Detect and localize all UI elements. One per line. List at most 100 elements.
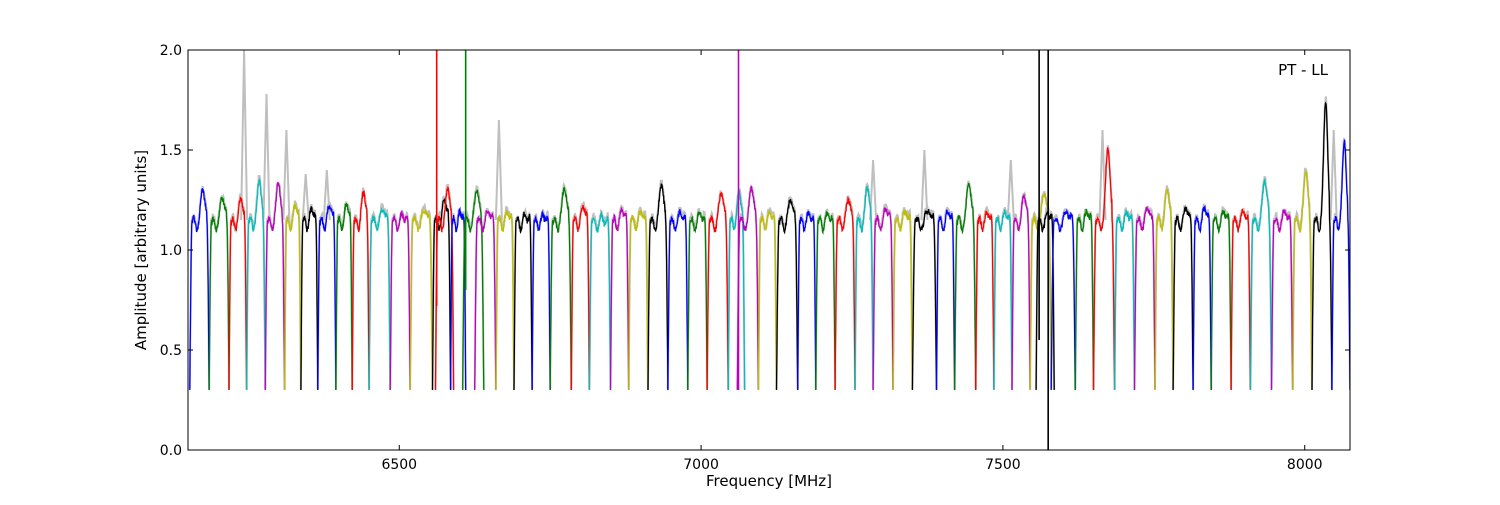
background-trace-12 <box>409 202 434 390</box>
passband-trace-55 <box>1192 205 1212 391</box>
passband-trace-57 <box>1230 209 1252 391</box>
passband-trace-48 <box>1050 208 1076 391</box>
passband-trace-54 <box>1172 206 1194 391</box>
passband-trace-25 <box>628 210 649 391</box>
panel-annotation: PT - LL <box>1278 61 1329 79</box>
background-peak-3 <box>301 173 310 221</box>
background-trace-20 <box>531 209 552 390</box>
passband-trace-31 <box>736 185 760 391</box>
background-trace-41 <box>935 206 956 390</box>
passband-trace-51 <box>1113 210 1136 391</box>
passband-trace-15 <box>449 206 467 391</box>
background-peak-2 <box>282 129 291 221</box>
y-tick-label-2: 1.0 <box>160 243 182 259</box>
background-trace-7 <box>316 201 337 390</box>
background-trace-61 <box>1311 96 1333 390</box>
passband-trace-3 <box>245 177 266 391</box>
passband-trace-44 <box>993 209 1013 391</box>
passband-trace-36 <box>834 196 856 391</box>
y-tick-label-0: 0.0 <box>160 443 182 459</box>
passband-trace-62 <box>1331 139 1350 391</box>
spike-lines <box>435 50 1049 450</box>
background-trace-17 <box>473 207 497 390</box>
passband-trace-52 <box>1133 206 1156 391</box>
y-axis-ticks: 0.0 0.5 1.0 1.5 2.0 <box>160 43 1350 459</box>
x-tick-label-3: 8000 <box>1287 457 1323 473</box>
passband-trace-19 <box>513 211 533 391</box>
x-tick-label-2: 7500 <box>985 457 1021 473</box>
passband-trace-12 <box>409 209 434 391</box>
passband-trace-33 <box>775 198 799 391</box>
background-trace-43 <box>974 206 995 390</box>
background-trace-39 <box>892 206 914 390</box>
background-peak-0 <box>240 50 249 221</box>
background-trace-52 <box>1133 205 1156 390</box>
passband-trace-58 <box>1249 178 1273 391</box>
passband-trace-10 <box>368 207 391 391</box>
x-tick-label-0: 6500 <box>381 457 417 473</box>
background-trace-54 <box>1172 203 1195 390</box>
passband-trace-21 <box>549 186 572 391</box>
background-trace-6 <box>299 204 319 390</box>
passband-trace-27 <box>667 208 689 391</box>
background-peak-10 <box>1329 129 1338 221</box>
background-trace-11 <box>389 210 412 390</box>
passband-trace-49 <box>1074 208 1095 391</box>
passband-trace-35 <box>815 210 836 391</box>
passband-trace-4 <box>264 182 286 391</box>
y-axis-label: Amplitude [arbitrary units] <box>132 150 150 350</box>
background-trace-57 <box>1230 207 1252 390</box>
passband-trace-14 <box>434 186 455 391</box>
passband-trace-20 <box>531 209 551 391</box>
passband-trace-26 <box>647 183 669 391</box>
passband-trace-32 <box>757 210 778 391</box>
background-trace-8 <box>334 201 354 390</box>
background-trace-27 <box>666 206 689 390</box>
passband-trace-17 <box>474 210 497 391</box>
background-trace-38 <box>872 202 894 390</box>
background-trace-55 <box>1192 203 1213 390</box>
y-tick-label-1: 0.5 <box>160 343 182 359</box>
passband-trace-23 <box>588 210 612 391</box>
passband-trace-43 <box>975 210 995 391</box>
background-peak-7 <box>920 149 929 221</box>
background-trace-34 <box>796 208 817 390</box>
background-trace-36 <box>834 195 856 390</box>
passband-trace-41 <box>935 209 956 391</box>
passband-trace-60 <box>1292 171 1313 391</box>
background-trace-24 <box>609 204 630 390</box>
background-trace-25 <box>627 206 649 390</box>
x-axis-ticks: 6500 7000 7500 8000 <box>381 50 1323 473</box>
background-trace-33 <box>775 196 799 390</box>
background-trace-44 <box>992 207 1013 390</box>
passband-trace-59 <box>1270 209 1294 391</box>
passband-trace-53 <box>1154 188 1174 391</box>
passband-trace-8 <box>335 203 353 391</box>
background-trace-23 <box>588 209 612 390</box>
passband-trace-9 <box>351 190 370 391</box>
passband-trace-22 <box>570 204 591 391</box>
background-peak-6 <box>869 159 878 221</box>
y-tick-label-3: 1.5 <box>160 143 182 159</box>
background-trace-18 <box>494 205 515 390</box>
passband-trace-24 <box>609 207 630 391</box>
background-trace-56 <box>1210 205 1233 390</box>
passband-trace-39 <box>892 209 914 391</box>
x-axis-label: Frequency [MHz] <box>706 472 832 490</box>
passband-trace-40 <box>911 209 938 391</box>
passband-trace-13 <box>431 197 452 391</box>
passband-trace-61 <box>1311 101 1333 391</box>
passband-trace-42 <box>953 182 977 391</box>
background-trace-59 <box>1270 208 1294 390</box>
background-trace-19 <box>513 206 534 390</box>
series-traces <box>189 101 1350 391</box>
plot-frame <box>187 49 1351 451</box>
passband-trace-28 <box>687 211 708 391</box>
background-trace-51 <box>1113 207 1136 390</box>
passband-trace-11 <box>389 209 411 391</box>
passband-trace-29 <box>706 191 729 391</box>
background-trace-32 <box>757 207 778 390</box>
passband-trace-45 <box>1011 193 1031 391</box>
